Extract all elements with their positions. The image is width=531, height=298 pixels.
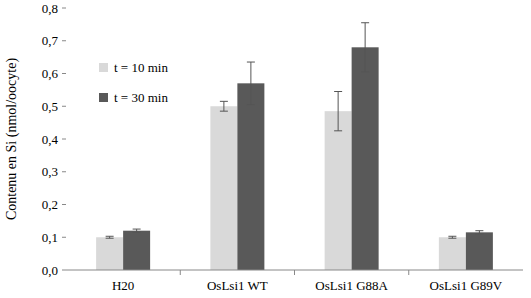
y-tick [62,139,66,140]
bar [466,232,493,270]
y-tick-label: 0,5 [42,99,58,114]
error-bar [475,231,483,234]
bars [96,23,493,270]
legend-label: t = 30 min [114,90,168,105]
y-tick-label: 0,3 [42,164,58,179]
y-tick [62,204,66,205]
chart-container: 0,0 0,1 0,2 0,3 0,4 0,5 0,6 0,7 0,8 Contenu en Si… [0,0,531,298]
bar [237,83,264,270]
x-tick [294,270,295,275]
error-bar [106,236,114,238]
y-tick-label: 0,2 [42,197,58,212]
legend-swatch [99,63,108,72]
bar [123,231,150,270]
x-tick-label: OsLsi1 G88A [315,278,388,293]
x-tick-label: OsLsi1 G89V [430,278,503,293]
error-bar [361,23,369,72]
error-bar [334,92,342,131]
chart: 0,0 0,1 0,2 0,3 0,4 0,5 0,6 0,7 0,8 Contenu en Si… [0,0,531,298]
y-tick [62,73,66,74]
error-bar [247,62,255,105]
y-tick [62,237,66,238]
legend-swatch [99,93,108,102]
error-bar [220,101,228,111]
bar [439,237,466,270]
y-axis-label: Contenu en Si (nmol/oocyte) [4,58,20,220]
x-tick-label: OsLsi1 WT [207,278,268,293]
y-tick-label: 0,4 [42,132,59,147]
y-tick-label: 0,6 [42,66,59,81]
error-bar [448,236,456,238]
bar [352,47,379,270]
legend: t = 10 min t = 30 min [99,60,168,105]
x-tick [408,270,409,275]
x-tick-label: H20 [112,278,134,293]
y-tick-label: 0,7 [42,33,59,48]
y-tick-label: 0,1 [42,230,58,245]
y-tick [62,106,66,107]
x-tick [180,270,181,275]
bar [210,106,237,270]
y-tick [62,40,66,41]
bar [325,111,352,270]
y-tick [62,8,66,9]
bar [96,237,123,270]
y-tick-label: 0,0 [42,263,58,278]
y-tick-label: 0,8 [42,1,58,16]
error-bar [133,229,141,232]
legend-label: t = 10 min [114,60,168,75]
y-tick [62,171,66,172]
y-tick [62,270,66,271]
